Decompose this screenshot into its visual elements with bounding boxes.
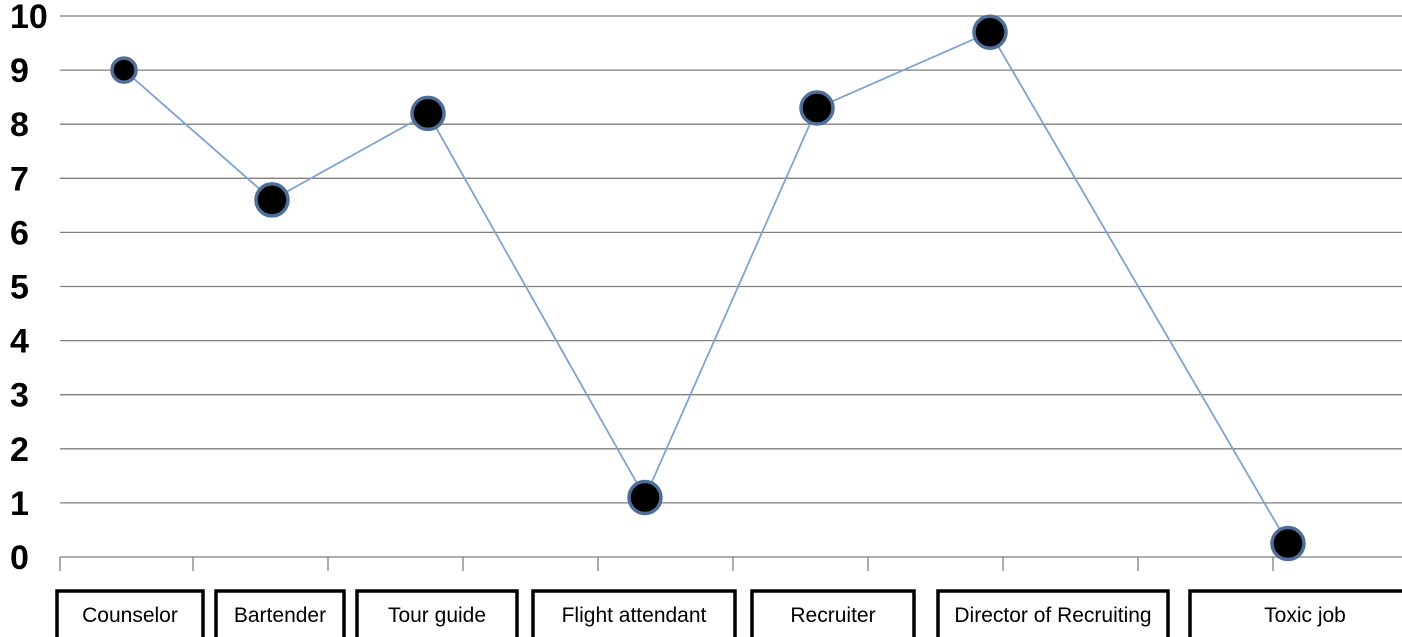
y-tick-label: 4 xyxy=(10,323,29,361)
data-point-2 xyxy=(254,182,290,218)
y-tick-label: 3 xyxy=(10,377,29,415)
category-label: Tour guide xyxy=(388,604,486,627)
y-axis-tick-labels: 0 1 2 3 4 5 6 7 8 9 10 xyxy=(10,0,48,577)
data-point-1 xyxy=(110,56,138,84)
category-label-box xyxy=(214,589,346,637)
y-tick-label: 1 xyxy=(10,485,29,523)
category-labels: Counselor Bartender Tour guide Flight atten… xyxy=(55,589,1402,637)
category-label-box xyxy=(1188,589,1402,637)
category-label: Counselor xyxy=(82,604,178,627)
y-tick-label: 10 xyxy=(10,0,48,36)
category-label-box xyxy=(55,589,205,637)
y-tick-label: 5 xyxy=(10,269,29,307)
category-label-box xyxy=(936,589,1170,637)
x-axis xyxy=(59,556,1402,571)
data-point-7 xyxy=(1270,525,1306,562)
data-point-5 xyxy=(799,90,835,126)
category-label: Recruiter xyxy=(790,604,875,627)
data-point-3 xyxy=(410,95,446,132)
y-tick-label: 2 xyxy=(10,431,29,469)
y-tick-label: 9 xyxy=(10,52,29,90)
category-label: Director of Recruiting xyxy=(954,604,1151,627)
y-tick-label: 8 xyxy=(10,106,29,144)
category-label: Flight attendant xyxy=(562,604,707,627)
y-tick-label: 0 xyxy=(10,539,29,577)
category-label: Bartender xyxy=(234,604,326,627)
y-tick-label: 6 xyxy=(10,214,29,252)
series-layer xyxy=(110,14,1306,562)
gridlines xyxy=(60,15,1402,504)
category-label-box xyxy=(531,589,737,637)
data-point-6 xyxy=(972,14,1008,50)
data-point-4 xyxy=(627,479,663,516)
category-label-box xyxy=(355,589,519,637)
series-line xyxy=(123,31,1289,544)
category-label-box xyxy=(750,589,916,637)
y-tick-label: 7 xyxy=(10,160,29,198)
category-label: Toxic job xyxy=(1264,604,1346,627)
